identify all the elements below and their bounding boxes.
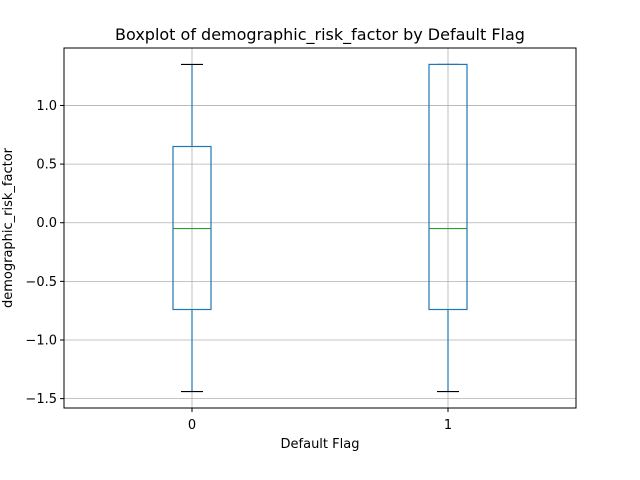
y-axis-label: demographic_risk_factor (1, 147, 16, 308)
y-tick-label: −0.5 (25, 275, 57, 290)
x-axis-label: Default Flag (281, 437, 360, 452)
y-tick-label: −1.5 (25, 392, 57, 407)
y-tick-label: 0.5 (36, 158, 57, 173)
plot-frame (63, 47, 577, 409)
y-tick-label: 0.0 (36, 216, 57, 231)
plot-area: −1.5 −1.0 −0.5 0.0 0.5 1.0 0 1 (25, 47, 577, 433)
x-tick-label: 1 (444, 418, 452, 433)
box-1 (428, 63, 468, 311)
chart-title: Boxplot of demographic_risk_factor by De… (115, 25, 525, 45)
x-tick-label: 0 (188, 418, 196, 433)
y-tick-label: 1.0 (36, 99, 57, 114)
y-tick-label: −1.0 (25, 333, 57, 348)
